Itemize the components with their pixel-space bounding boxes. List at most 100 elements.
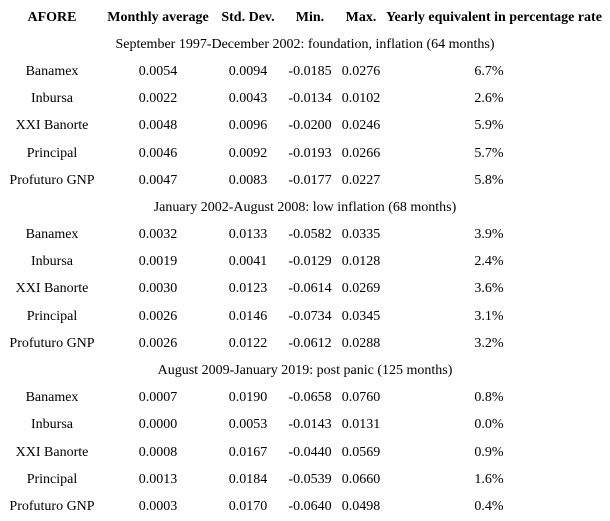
table-row: Profuturo GNP 0.0003 0.0170 -0.0640 0.04… [0,493,592,520]
cell-afore: Banamex [25,227,79,243]
cell-std-dev: 0.0122 [228,335,268,351]
section-title-low-inflation: January 2002-August 2008: low inflation … [0,194,592,221]
cell-monthly-average: 0.0008 [138,444,178,460]
table-row: XXI Banorte 0.0048 0.0096 -0.0200 0.0246… [0,113,592,140]
cell-afore: Profuturo GNP [9,335,95,351]
cell-min: -0.0440 [288,444,332,460]
table-row: Banamex 0.0032 0.0133 -0.0582 0.0335 3.9… [0,222,592,249]
cell-std-dev: 0.0146 [228,308,268,324]
table-row: XXI Banorte 0.0008 0.0167 -0.0440 0.0569… [0,439,592,466]
cell-min: -0.0200 [288,118,332,134]
cell-afore: Profuturo GNP [9,498,95,514]
column-header-min: Min. [295,9,325,25]
cell-monthly-average: 0.0048 [138,118,178,134]
table-row: Inbursa 0.0022 0.0043 -0.0134 0.0102 2.6… [0,86,592,113]
column-header-max: Max. [345,9,377,25]
cell-afore: XXI Banorte [15,281,89,297]
cell-monthly-average: 0.0003 [138,498,178,514]
cell-min: -0.0582 [288,227,332,243]
cell-min: -0.0193 [288,145,332,161]
section-title-text: August 2009-January 2019: post panic (12… [157,363,453,379]
cell-max: 0.0102 [341,91,381,107]
column-header-monthly-average: Monthly average [107,9,209,25]
cell-max: 0.0335 [341,227,381,243]
cell-afore: Banamex [25,390,79,406]
cell-afore: Inbursa [31,417,73,433]
section-title-foundation-inflation: September 1997-December 2002: foundation… [0,31,592,58]
cell-yearly: 3.9% [474,227,504,243]
table-row: Principal 0.0046 0.0092 -0.0193 0.0266 5… [0,140,592,167]
cell-std-dev: 0.0041 [228,254,268,270]
column-header-afore: AFORE [27,9,77,25]
cell-yearly: 5.8% [474,172,504,188]
cell-yearly: 0.9% [474,444,504,460]
cell-yearly: 2.6% [474,91,504,107]
cell-min: -0.0539 [288,471,332,487]
cell-afore: Inbursa [31,91,73,107]
cell-max: 0.0660 [341,471,381,487]
cell-std-dev: 0.0096 [228,118,268,134]
table-row: Profuturo GNP 0.0026 0.0122 -0.0612 0.02… [0,330,592,357]
cell-max: 0.0227 [341,172,381,188]
cell-min: -0.0612 [288,335,332,351]
cell-afore: Principal [26,145,78,161]
table-row: Inbursa 0.0019 0.0041 -0.0129 0.0128 2.4… [0,249,592,276]
table-row: Banamex 0.0054 0.0094 -0.0185 0.0276 6.7… [0,58,592,85]
section-title-text: January 2002-August 2008: low inflation … [153,199,457,215]
cell-max: 0.0131 [341,417,381,433]
cell-std-dev: 0.0123 [228,281,268,297]
cell-yearly: 5.9% [474,118,504,134]
table-row: Profuturo GNP 0.0047 0.0083 -0.0177 0.02… [0,167,592,194]
cell-monthly-average: 0.0047 [138,172,178,188]
cell-monthly-average: 0.0007 [138,390,178,406]
cell-std-dev: 0.0184 [228,471,268,487]
cell-min: -0.0134 [288,91,332,107]
table-row: Principal 0.0013 0.0184 -0.0539 0.0660 1… [0,466,592,493]
cell-yearly: 2.4% [474,254,504,270]
cell-afore: Principal [26,308,78,324]
cell-min: -0.0658 [288,390,332,406]
cell-yearly: 6.7% [474,63,504,79]
cell-monthly-average: 0.0026 [138,308,178,324]
cell-afore: Principal [26,471,78,487]
cell-max: 0.0569 [341,444,381,460]
cell-max: 0.0345 [341,308,381,324]
cell-monthly-average: 0.0046 [138,145,178,161]
cell-min: -0.0177 [288,172,332,188]
cell-std-dev: 0.0167 [228,444,268,460]
table-header-row: AFORE Monthly average Std. Dev. Min. Max… [0,4,602,31]
column-header-std-dev: Std. Dev. [221,9,275,25]
cell-min: -0.0614 [288,281,332,297]
cell-yearly: 0.8% [474,390,504,406]
cell-monthly-average: 0.0030 [138,281,178,297]
cell-min: -0.0143 [288,417,332,433]
cell-yearly: 3.1% [474,308,504,324]
cell-yearly: 1.6% [474,471,504,487]
cell-max: 0.0246 [341,118,381,134]
cell-std-dev: 0.0190 [228,390,268,406]
cell-monthly-average: 0.0013 [138,471,178,487]
cell-min: -0.0129 [288,254,332,270]
cell-max: 0.0760 [341,390,381,406]
cell-max: 0.0498 [341,498,381,514]
cell-min: -0.0640 [288,498,332,514]
cell-yearly: 0.4% [474,498,504,514]
cell-afore: XXI Banorte [15,444,89,460]
cell-std-dev: 0.0094 [228,63,268,79]
cell-max: 0.0128 [341,254,381,270]
cell-min: -0.0734 [288,308,332,324]
table-row: XXI Banorte 0.0030 0.0123 -0.0614 0.0269… [0,276,592,303]
cell-afore: XXI Banorte [15,118,89,134]
column-header-yearly-equivalent: Yearly equivalent in percentage rate [386,9,602,25]
cell-afore: Banamex [25,63,79,79]
cell-max: 0.0269 [341,281,381,297]
cell-yearly: 0.0% [474,417,504,433]
cell-std-dev: 0.0083 [228,172,268,188]
cell-std-dev: 0.0092 [228,145,268,161]
section-title-text: September 1997-December 2002: foundation… [115,36,495,52]
cell-min: -0.0185 [288,63,332,79]
cell-monthly-average: 0.0019 [138,254,178,270]
section-title-post-panic: August 2009-January 2019: post panic (12… [0,357,592,384]
cell-std-dev: 0.0053 [228,417,268,433]
cell-monthly-average: 0.0054 [138,63,178,79]
